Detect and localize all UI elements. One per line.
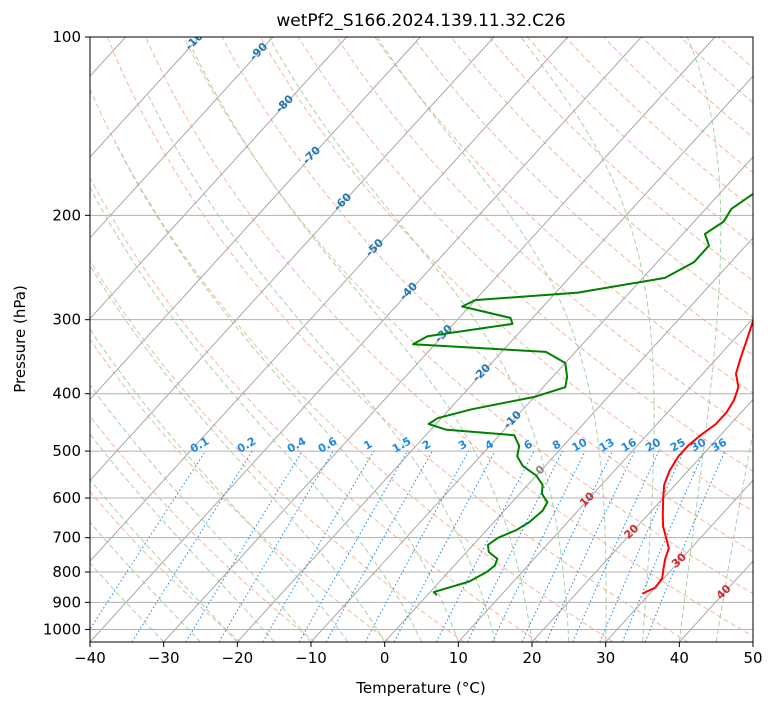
y-tick-label: 1000 [43,620,81,638]
moist-adiabat-line [90,264,386,642]
isotherm-line [384,237,753,642]
moist-adiabat-line [678,37,722,642]
x-tick-label: −30 [148,649,180,667]
isotherm-line [90,37,348,320]
moist-adiabat-line [90,384,312,642]
y-tick-label: 800 [52,563,81,581]
dry-adiabat-line [374,37,753,394]
mixing-ratio-line [572,450,660,642]
moist-adiabat-line [90,478,238,642]
x-tick-label: −10 [295,649,327,667]
moist-adiabat-line [192,49,533,642]
dry-adiabat-line [106,37,689,642]
moist-adiabat-line [90,521,201,642]
y-tick-label: 700 [52,529,81,547]
y-axis-title: Pressure (hPa) [11,285,29,393]
isotherm-line [457,317,753,642]
moist-adiabat-line [90,328,349,642]
mixing-ratio-line [467,450,563,642]
grid-layer [90,37,753,642]
x-tick-label: −20 [222,649,254,667]
x-tick-label: 40 [670,649,689,667]
y-tick-label: 400 [52,385,81,403]
mixing-ratio-line [185,450,303,642]
x-tick-label: 0 [380,649,390,667]
moist-adiabat-line [376,37,607,642]
isotherm-line [90,37,421,401]
y-tick-label: 200 [52,206,81,224]
isotherm-line [90,37,200,158]
y-tick-label: 900 [52,593,81,611]
dry-adiabat-line [90,87,614,642]
dry-adiabat-line [90,176,540,642]
moist-adiabat-line [90,186,422,642]
moist-adiabat-line [147,94,496,642]
profile-series [412,192,753,596]
dry-adiabat-line [183,37,753,595]
dry-adiabat-line [90,259,465,642]
x-axis-title: Temperature (°C) [355,679,485,697]
plot-frame [89,36,754,643]
mixing-ratio-line [644,450,726,642]
x-tick-label: 20 [522,649,541,667]
isotherm-line [90,37,642,642]
mixing-ratio-line [131,450,253,642]
dry-adiabat-line [90,415,315,642]
moist-adiabat-line [90,562,165,642]
isotherm-line [90,37,274,239]
x-tick-label: 30 [596,649,615,667]
temperature-profile-line [641,317,753,595]
mixing-ratio-line [435,450,535,642]
dry-adiabat-line [145,37,753,637]
chart-title: wetPf2_S166.2024.139.11.32.C26 [276,11,565,31]
mixing-ratio-line [364,450,469,642]
isotherm-line [605,479,753,642]
isotherm-line [90,37,495,482]
mixing-ratio-line [90,450,206,631]
isotherm-line [163,37,716,642]
dry-adiabat-line [412,37,753,356]
dry-adiabat-line [221,37,753,553]
x-tick-label: −40 [74,649,106,667]
mixing-ratio-line [393,450,496,642]
y-tick-label: 100 [52,28,81,46]
dry-adiabat-line [259,37,753,512]
isotherm-line [90,37,569,562]
isotherm-line [531,398,753,642]
moist-adiabat-line [715,429,753,642]
x-tick-label: 50 [743,649,762,667]
y-tick-label: 300 [52,311,81,329]
y-tick-label: 600 [52,489,81,507]
moist-adiabat-line [268,37,570,642]
dry-adiabat-line [297,37,753,472]
mixing-ratio-line [298,450,408,642]
mixing-ratio-line [621,450,705,642]
dewpoint-profile-line [412,192,753,596]
dry-adiabat-line [90,338,390,642]
x-tick-label: 10 [449,649,468,667]
isotherm-line [236,75,753,642]
isotherm-line [310,156,753,642]
axis-ticks: −40 −30 −20 −10 0 10 20 30 40 50 1000 900 800 700 600 5… [43,28,763,667]
y-tick-label: 500 [52,442,81,460]
mixing-ratio-line [325,450,433,642]
